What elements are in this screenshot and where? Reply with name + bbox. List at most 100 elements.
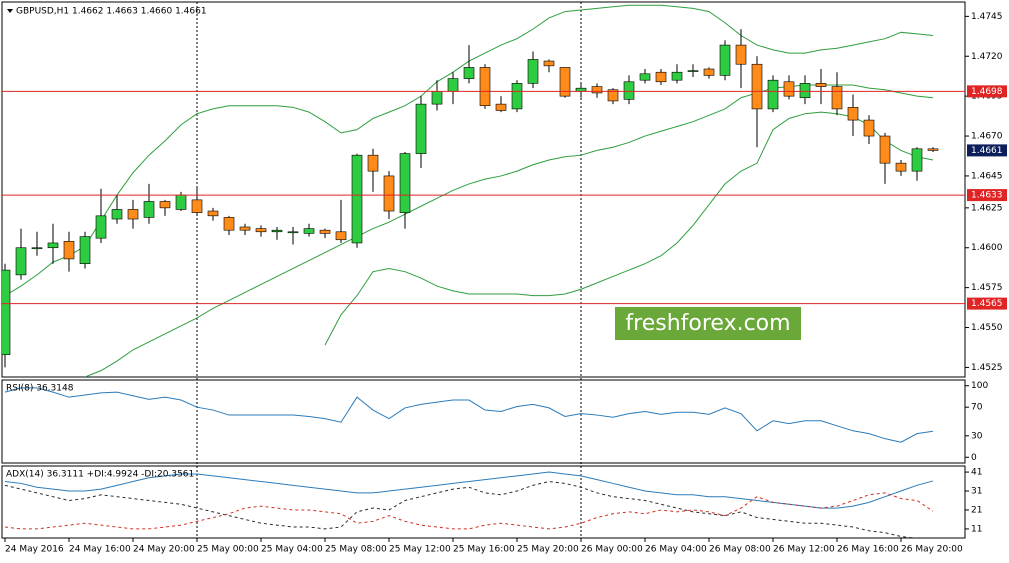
candle-body — [799, 83, 811, 99]
candle-body — [511, 83, 523, 110]
y-tick-label: 1.4575 — [971, 283, 1003, 293]
candle-body — [95, 215, 107, 239]
x-tick-label: 25 May 16:00 — [453, 545, 515, 555]
candle-body — [351, 154, 363, 244]
x-tick-label: 24 May 2016 — [5, 545, 64, 555]
symbol-menu-arrow[interactable] — [7, 9, 13, 13]
candle-body — [191, 199, 203, 213]
candle-body — [303, 228, 315, 234]
candle-body — [431, 91, 443, 105]
candle-body — [911, 148, 923, 172]
adx-panel — [1, 465, 966, 539]
x-tick-label: 25 May 08:00 — [325, 545, 387, 555]
main-panel — [1, 1, 966, 378]
level-label-box — [967, 189, 1007, 202]
candle-body — [63, 241, 75, 260]
candle-body — [127, 209, 139, 220]
candle-body — [831, 86, 843, 110]
candle-body — [623, 81, 635, 100]
last-price-box — [967, 144, 1007, 157]
level-label-box — [967, 85, 1007, 98]
y-tick-label: 30 — [971, 431, 983, 441]
candle-body — [255, 228, 267, 233]
candle-body — [319, 229, 331, 234]
x-tick-label: 26 May 04:00 — [645, 545, 707, 555]
candle-body — [527, 59, 539, 84]
line — [4, 387, 934, 443]
y-tick-label: 1.4550 — [971, 323, 1003, 333]
candle-body — [687, 70, 699, 72]
y-tick-label: 1.4745 — [971, 12, 1003, 22]
candle-body — [239, 226, 251, 231]
level-label: 1.4698 — [971, 87, 1003, 97]
line — [324, 111, 934, 346]
candle-body — [79, 236, 91, 265]
level-label-box — [967, 297, 1007, 310]
candle-body — [559, 67, 571, 97]
x-tick-label: 24 May 16:00 — [69, 545, 131, 555]
line — [4, 481, 919, 538]
line — [4, 492, 934, 530]
candle-body — [735, 44, 747, 65]
candle-body — [719, 44, 731, 76]
plot-area — [4, 387, 934, 443]
x-tick-label: 24 May 20:00 — [133, 545, 195, 555]
panel-title: GBPUSD,H1 1.4662 1.4663 1.4660 1.4661 — [16, 7, 207, 17]
candle-body — [655, 71, 667, 83]
y-tick-label: 31 — [971, 487, 982, 497]
candle-body — [863, 119, 875, 137]
candle-body — [927, 148, 939, 151]
candle-body — [671, 71, 683, 81]
candle-body — [223, 217, 235, 231]
level-label: 1.4633 — [971, 191, 1003, 201]
candle-body — [2, 269, 11, 355]
plot-area — [4, 471, 934, 538]
y-tick-label: 1.4600 — [971, 243, 1003, 253]
candle-body — [463, 67, 475, 79]
x-tick-label: 25 May 12:00 — [389, 545, 451, 555]
level-label: 1.4565 — [971, 299, 1003, 309]
y-tick-label: 1.4720 — [971, 52, 1003, 62]
candle-body — [287, 231, 299, 234]
y-tick-label: 11 — [971, 524, 982, 534]
candle-body — [15, 247, 27, 276]
candle-body — [703, 68, 715, 76]
candle-body — [847, 107, 859, 121]
candle-body — [175, 194, 187, 210]
x-tick-label: 25 May 00:00 — [197, 545, 259, 555]
candle-body — [783, 81, 795, 97]
x-tick-label: 26 May 20:00 — [901, 545, 963, 555]
candle-body — [479, 67, 491, 107]
candle-body — [607, 89, 619, 102]
candle-body — [367, 154, 379, 172]
candle-body — [159, 201, 171, 209]
candle-body — [895, 162, 907, 172]
y-tick-label: 1.4645 — [971, 171, 1003, 181]
candle-body — [879, 135, 891, 164]
panel-title: RSI(8) 36.3148 — [6, 384, 74, 394]
candle-body — [47, 242, 59, 249]
candle-body — [399, 153, 411, 213]
x-tick-label: 25 May 20:00 — [517, 545, 579, 555]
candle-body — [495, 103, 507, 111]
line — [84, 84, 934, 377]
watermark: freshforex.com — [625, 311, 790, 336]
candle-body — [111, 209, 123, 220]
candle-body — [751, 63, 763, 110]
x-tick-label: 26 May 08:00 — [709, 545, 771, 555]
candle-body — [383, 175, 395, 212]
candle-body — [335, 231, 347, 241]
panel-title: ADX(14) 36.3111 +DI:4.9924 -DI:20.3561 — [6, 470, 194, 480]
x-tick-label: 25 May 04:00 — [261, 545, 323, 555]
y-tick-label: 21 — [971, 505, 982, 515]
x-tick-label: 26 May 16:00 — [837, 545, 899, 555]
y-tick-label: 1.4625 — [971, 203, 1003, 213]
candle-body — [767, 79, 779, 110]
candle-body — [271, 229, 283, 233]
last-price-label: 1.4661 — [971, 146, 1003, 156]
y-tick-label: 70 — [971, 403, 983, 413]
y-tick-label: 0 — [971, 453, 977, 463]
x-tick-label: 26 May 12:00 — [773, 545, 835, 555]
candle-body — [543, 60, 555, 67]
